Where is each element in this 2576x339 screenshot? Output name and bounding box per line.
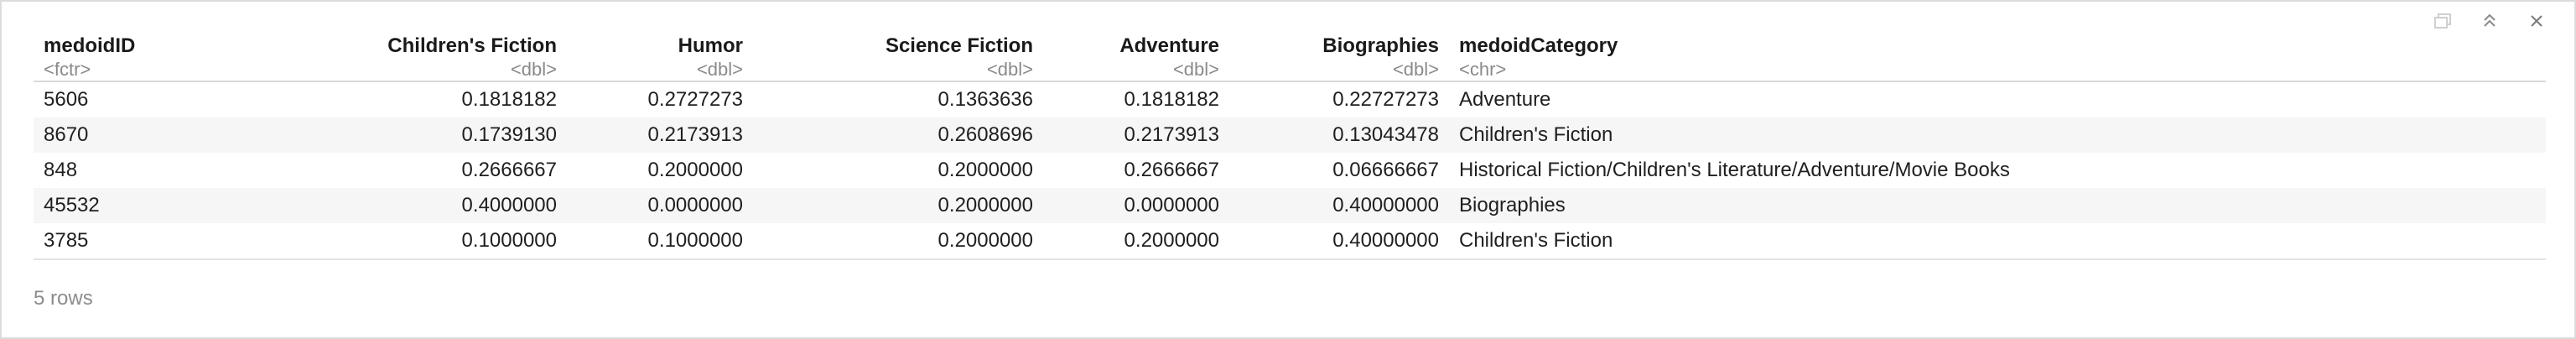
table-row: 3785 0.1000000 0.1000000 0.2000000 0.200… bbox=[34, 223, 2546, 260]
column-type: <chr> bbox=[1459, 59, 1507, 80]
cell-biographies: 0.22727273 bbox=[1332, 88, 1439, 111]
column-type: <dbl> bbox=[510, 59, 557, 80]
cell-adventure: 0.0000000 bbox=[1043, 188, 1229, 223]
cell-biographies: 0.06666667 bbox=[1332, 159, 1439, 181]
column-name: Children's Fiction bbox=[387, 34, 557, 57]
cell-biographies: 0.13043478 bbox=[1229, 117, 1449, 153]
export-icon bbox=[2433, 13, 2452, 29]
column-type: <dbl> bbox=[1392, 59, 1439, 80]
table-row: 848 0.2666667 0.2000000 0.2000000 0.2666… bbox=[34, 153, 2546, 188]
header-row: medoidID <fctr> Children's Fiction <dbl>… bbox=[34, 34, 2546, 82]
cell-humor: 0.0000000 bbox=[567, 188, 753, 223]
cell-adventure: 0.2666667 bbox=[1124, 159, 1219, 181]
table-row: 45532 0.4000000 0.0000000 0.2000000 0.00… bbox=[34, 188, 2546, 223]
column-header-biographies[interactable]: Biographies <dbl> bbox=[1229, 34, 1449, 82]
table-row: 8670 0.1739130 0.2173913 0.2608696 0.217… bbox=[34, 117, 2546, 153]
cell-science-fiction: 0.2000000 bbox=[753, 223, 1043, 260]
cell-humor: 0.1000000 bbox=[567, 223, 753, 260]
close-icon bbox=[2529, 13, 2544, 29]
table-header: medoidID <fctr> Children's Fiction <dbl>… bbox=[34, 34, 2546, 82]
cell-medoidcategory: Historical Fiction/Children's Literature… bbox=[1459, 159, 2010, 181]
cell-medoidid: 5606 bbox=[44, 88, 89, 111]
cell-humor: 0.2173913 bbox=[567, 117, 753, 153]
cell-medoidcategory: Adventure bbox=[1459, 88, 1551, 111]
column-header-childrens-fiction[interactable]: Children's Fiction <dbl> bbox=[201, 34, 567, 82]
column-name: Adventure bbox=[1119, 34, 1219, 57]
row-count-label: 5 rows bbox=[34, 287, 93, 310]
column-type: <dbl> bbox=[696, 59, 743, 80]
column-name: Biographies bbox=[1322, 34, 1439, 57]
cell-childrens-fiction: 0.1818182 bbox=[461, 88, 557, 111]
cell-childrens-fiction: 0.4000000 bbox=[201, 188, 567, 223]
column-name: Science Fiction bbox=[885, 34, 1033, 57]
table-row: 5606 0.1818182 0.2727273 0.1363636 0.181… bbox=[34, 81, 2546, 117]
cell-medoidid: 3785 bbox=[34, 223, 201, 260]
cell-medoidid: 45532 bbox=[34, 188, 201, 223]
cell-adventure: 0.2173913 bbox=[1043, 117, 1229, 153]
column-type: <fctr> bbox=[44, 59, 91, 80]
cell-childrens-fiction: 0.2666667 bbox=[461, 159, 557, 181]
cell-medoidcategory: Biographies bbox=[1449, 188, 2546, 223]
cell-science-fiction: 0.2000000 bbox=[753, 188, 1043, 223]
column-name: medoidID bbox=[44, 34, 136, 57]
column-type: <dbl> bbox=[986, 59, 1033, 80]
table-body: 5606 0.1818182 0.2727273 0.1363636 0.181… bbox=[34, 81, 2546, 260]
cell-medoidid: 848 bbox=[44, 159, 78, 181]
cell-humor: 0.2000000 bbox=[647, 159, 743, 181]
column-header-medoidcategory[interactable]: medoidCategory <chr> bbox=[1449, 34, 2546, 82]
collapse-button[interactable] bbox=[2477, 8, 2502, 34]
cell-humor: 0.2727273 bbox=[647, 88, 743, 111]
export-button[interactable] bbox=[2430, 8, 2455, 34]
cell-adventure: 0.2000000 bbox=[1043, 223, 1229, 260]
cell-science-fiction: 0.1363636 bbox=[937, 88, 1033, 111]
column-header-science-fiction[interactable]: Science Fiction <dbl> bbox=[753, 34, 1043, 82]
data-table: medoidID <fctr> Children's Fiction <dbl>… bbox=[34, 34, 2546, 260]
cell-science-fiction: 0.2608696 bbox=[753, 117, 1043, 153]
cell-biographies: 0.40000000 bbox=[1229, 223, 1449, 260]
column-header-medoidid[interactable]: medoidID <fctr> bbox=[34, 34, 201, 82]
column-name: Humor bbox=[678, 34, 743, 57]
column-name: medoidCategory bbox=[1459, 34, 1618, 57]
panel-toolbar bbox=[2430, 8, 2549, 34]
column-header-adventure[interactable]: Adventure <dbl> bbox=[1043, 34, 1229, 82]
column-header-humor[interactable]: Humor <dbl> bbox=[567, 34, 753, 82]
cell-medoidcategory: Children's Fiction bbox=[1449, 117, 2546, 153]
cell-childrens-fiction: 0.1739130 bbox=[201, 117, 567, 153]
cell-childrens-fiction: 0.1000000 bbox=[201, 223, 567, 260]
cell-biographies: 0.40000000 bbox=[1229, 188, 1449, 223]
cell-adventure: 0.1818182 bbox=[1124, 88, 1219, 111]
cell-science-fiction: 0.2000000 bbox=[937, 159, 1033, 181]
cell-medoidcategory: Children's Fiction bbox=[1449, 223, 2546, 260]
close-button[interactable] bbox=[2524, 8, 2549, 34]
collapse-icon bbox=[2481, 13, 2498, 29]
cell-medoidid: 8670 bbox=[34, 117, 201, 153]
column-type: <dbl> bbox=[1172, 59, 1219, 80]
